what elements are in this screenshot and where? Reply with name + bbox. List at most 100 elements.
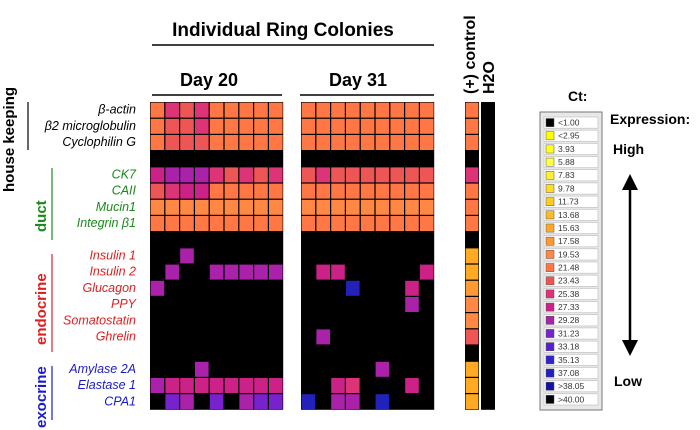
- day31-cell: [316, 118, 330, 134]
- day20-cell: [269, 297, 283, 312]
- day31-cell: [360, 102, 375, 118]
- day31-cell: [316, 167, 330, 183]
- day31-cell: [316, 199, 330, 215]
- day20-cell: [180, 329, 194, 345]
- day31-cell: [360, 216, 375, 231]
- legend-swatch: [545, 276, 555, 286]
- day31-cell: [331, 183, 345, 199]
- gene-label: Insulin 1: [89, 248, 136, 262]
- day20-cell: [269, 329, 283, 345]
- day20-cell: [165, 135, 179, 150]
- day20-cell: [180, 361, 194, 377]
- day31-cell: [360, 329, 375, 345]
- day20-cell: [165, 102, 179, 118]
- day20-cell: [195, 264, 209, 280]
- day31-cell: [420, 135, 434, 150]
- day20-cell: [195, 151, 209, 167]
- legend-title: Ct:: [568, 88, 587, 104]
- day31-cell: [316, 297, 330, 312]
- day20-cell: [150, 135, 165, 150]
- day31-cell: [420, 361, 434, 377]
- legend-label: 25.38: [558, 289, 580, 299]
- day20-cell: [150, 248, 165, 264]
- day31-cell: [390, 313, 404, 329]
- day20-cell: [254, 313, 268, 329]
- day31-cell: [331, 232, 345, 248]
- day20-cell: [165, 151, 179, 167]
- day31-cell: [375, 313, 390, 329]
- day20-cell: [195, 280, 209, 296]
- day31-cell: [390, 361, 404, 377]
- day31-cell: [331, 345, 345, 361]
- day20-cell: [165, 232, 179, 248]
- day20-cell: [254, 167, 268, 183]
- gene-label: Somatostatin: [63, 313, 136, 327]
- day20-cell: [180, 102, 194, 118]
- control-cell: [465, 313, 479, 329]
- day20-cell: [150, 199, 165, 215]
- day20-cell: [150, 118, 165, 134]
- day31-cell: [405, 329, 419, 345]
- day20-cell: [195, 135, 209, 150]
- day31-cell: [301, 280, 316, 296]
- day31-cell: [360, 378, 375, 393]
- day20-cell: [150, 183, 165, 199]
- water-cell: [481, 297, 495, 312]
- day31-cell: [375, 361, 390, 377]
- day31-cell: [405, 313, 419, 329]
- gene-label: CAII: [112, 184, 137, 198]
- control-cell: [465, 280, 479, 296]
- day31-cell: [405, 297, 419, 312]
- legend-colorbar: <1.00 <2.95 3.93 5.88 7.83 9.78 11.73 13.68 15.6…: [539, 111, 603, 411]
- legend-row: [543, 116, 599, 129]
- day20-cell: [224, 118, 239, 134]
- day31-cell: [301, 345, 316, 361]
- day20-cell: [209, 102, 224, 118]
- day31-cell: [405, 151, 419, 167]
- gene-label: PPY: [111, 297, 138, 311]
- day20-cell: [165, 378, 179, 393]
- legend-swatch: [545, 355, 555, 365]
- day31-cell: [420, 232, 434, 248]
- legend-label: 11.73: [558, 197, 579, 207]
- day20-label: Day 20: [180, 70, 238, 90]
- day31-label: Day 31: [329, 70, 387, 90]
- day31-cell: [405, 394, 419, 410]
- day20-cell: [150, 378, 165, 393]
- day20-cell: [254, 248, 268, 264]
- day20-cell: [150, 313, 165, 329]
- control-cell: [465, 216, 479, 231]
- day31-cell: [390, 151, 404, 167]
- day20-cell: [150, 361, 165, 377]
- legend-label: 35.13: [558, 355, 580, 365]
- day31-cell: [375, 135, 390, 150]
- day31-cell: [375, 297, 390, 312]
- legend-label: >38.05: [558, 381, 585, 391]
- day31-cell: [346, 297, 360, 312]
- day31-cell: [346, 232, 360, 248]
- day20-cell: [180, 232, 194, 248]
- day20-cell: [254, 199, 268, 215]
- day31-cell: [331, 313, 345, 329]
- day31-cell: [405, 280, 419, 296]
- day31-cell: [390, 345, 404, 361]
- day20-cell: [239, 313, 253, 329]
- legend-label: 15.63: [558, 223, 580, 233]
- day31-cell: [375, 394, 390, 410]
- day20-cell: [269, 151, 283, 167]
- water-cell: [481, 264, 495, 280]
- legend-row: [543, 340, 599, 353]
- day20-cell: [239, 394, 253, 410]
- day31-cell: [375, 183, 390, 199]
- day20-cell: [195, 199, 209, 215]
- day31-cell: [301, 297, 316, 312]
- day20-cell: [165, 329, 179, 345]
- day31-cell: [331, 248, 345, 264]
- day20-cell: [180, 297, 194, 312]
- legend-row: [543, 182, 599, 195]
- day31-cell: [405, 361, 419, 377]
- day20-cell: [269, 183, 283, 199]
- day31-cell: [420, 313, 434, 329]
- day20-cell: [269, 248, 283, 264]
